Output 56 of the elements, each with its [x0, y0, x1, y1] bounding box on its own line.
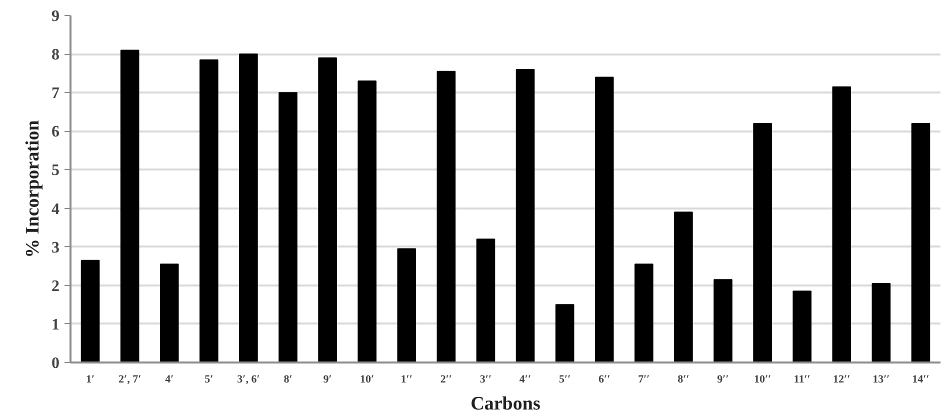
y-tick-label: 0	[52, 355, 60, 372]
bar	[358, 80, 376, 362]
bar	[674, 212, 693, 362]
y-tick-label: 4	[52, 200, 60, 218]
bar	[792, 290, 812, 362]
bar	[120, 50, 140, 362]
x-tick-label: 2′, 7′	[118, 374, 142, 386]
x-tick-label: 4′′	[519, 374, 532, 386]
y-tick-label: 6	[52, 124, 60, 141]
y-tick-label: 5	[52, 162, 60, 180]
bar	[239, 54, 258, 362]
x-tick-label: 10′′	[754, 374, 772, 386]
x-tick-label: 8′	[284, 374, 292, 386]
bar	[634, 264, 654, 362]
x-tick-label: 9′	[323, 374, 332, 386]
bar	[80, 260, 100, 362]
y-tick-label: 8	[52, 46, 60, 64]
bar	[753, 122, 772, 362]
x-tick-label: 9′′	[717, 374, 729, 386]
x-tick-label: 14′′	[912, 374, 930, 386]
y-tick-label: 1	[52, 316, 60, 334]
x-tick-label: 7′′	[638, 374, 650, 386]
bar	[278, 92, 298, 362]
bar	[160, 264, 179, 362]
bar	[594, 76, 614, 362]
y-axis-title: % Incorporation	[22, 120, 44, 258]
y-tick-label: 3	[52, 239, 60, 256]
x-tick-label: 10′	[360, 374, 374, 386]
bar	[318, 57, 337, 362]
bar	[872, 282, 891, 362]
x-tick-label: 5′	[204, 374, 214, 386]
x-tick-label: 4′	[165, 374, 174, 386]
x-tick-label: 12′′	[833, 374, 850, 386]
x-tick-label: 1′′	[400, 374, 412, 386]
x-axis-title: Carbons	[470, 394, 540, 414]
x-tick-label: 13′′	[872, 374, 890, 386]
y-tick-label: 7	[52, 85, 60, 102]
bar	[911, 122, 930, 362]
y-tick-label: 2	[52, 278, 60, 295]
x-tick-label: 5′′	[558, 374, 571, 386]
bar	[516, 68, 535, 362]
bar	[555, 304, 574, 362]
bar	[397, 248, 416, 362]
bar	[714, 279, 732, 362]
x-tick-label: 11′′	[794, 374, 810, 386]
bar	[200, 59, 218, 362]
x-tick-label: 3′, 6′	[237, 374, 260, 386]
x-tick-label: 6′′	[598, 374, 610, 386]
x-tick-label: 8′′	[678, 374, 690, 386]
bar	[436, 70, 456, 362]
x-tick-label: 2′′	[440, 374, 452, 386]
bar	[832, 86, 852, 362]
bar	[476, 238, 496, 362]
y-tick-label: 9	[52, 8, 60, 25]
x-tick-label: 1′	[86, 374, 95, 386]
x-tick-label: 3′′	[480, 374, 492, 386]
